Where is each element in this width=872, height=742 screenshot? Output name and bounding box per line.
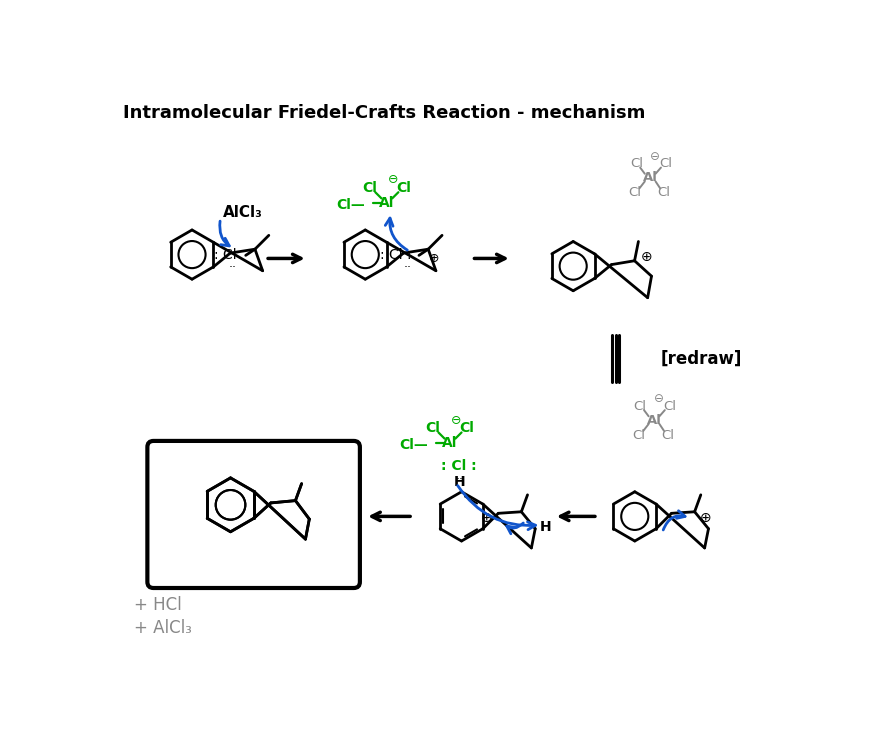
Text: + HCl: + HCl (134, 596, 182, 614)
Text: Cl: Cl (659, 157, 672, 170)
Text: ⊕: ⊕ (480, 511, 493, 525)
Text: Cl: Cl (663, 400, 676, 413)
Text: ⊖: ⊖ (388, 174, 399, 186)
Text: + AlCl₃: + AlCl₃ (134, 619, 192, 637)
Text: Cl: Cl (632, 429, 645, 442)
Text: ..: .. (403, 257, 412, 269)
Text: ⊖: ⊖ (650, 150, 660, 162)
Text: Cl: Cl (634, 400, 647, 413)
FancyBboxPatch shape (147, 441, 360, 588)
Text: Al: Al (442, 436, 458, 450)
Text: Al: Al (643, 171, 657, 184)
Text: Cl: Cl (363, 180, 378, 194)
Text: AlCl₃: AlCl₃ (223, 205, 262, 220)
Text: ⊖: ⊖ (654, 392, 664, 405)
Text: ..: .. (228, 257, 236, 269)
Text: Cl: Cl (460, 421, 474, 435)
Text: Intramolecular Friedel-Crafts Reaction - mechanism: Intramolecular Friedel-Crafts Reaction -… (123, 105, 645, 122)
Text: ⊕: ⊕ (640, 250, 652, 264)
Text: ⊕: ⊕ (429, 252, 439, 265)
Text: : Cl :: : Cl : (441, 459, 477, 473)
Text: Cl: Cl (629, 186, 641, 200)
Text: H: H (540, 520, 552, 534)
Text: Cl—: Cl— (337, 197, 365, 211)
Text: Cl—: Cl— (399, 438, 428, 452)
Text: ⊕: ⊕ (699, 511, 712, 525)
Text: : Cl: : Cl (214, 249, 236, 263)
Text: : Cl :: : Cl : (379, 249, 412, 263)
Text: Cl: Cl (630, 157, 643, 170)
Text: ..: .. (455, 469, 463, 482)
Text: Al: Al (379, 196, 394, 210)
Text: Cl: Cl (426, 421, 440, 435)
Text: Cl: Cl (661, 429, 674, 442)
Text: [redraw]: [redraw] (660, 349, 741, 367)
Text: Cl: Cl (397, 180, 412, 194)
Text: ⊖: ⊖ (451, 413, 461, 427)
Text: Al: Al (647, 413, 662, 427)
Text: Cl: Cl (657, 186, 671, 200)
Text: H: H (453, 475, 465, 489)
